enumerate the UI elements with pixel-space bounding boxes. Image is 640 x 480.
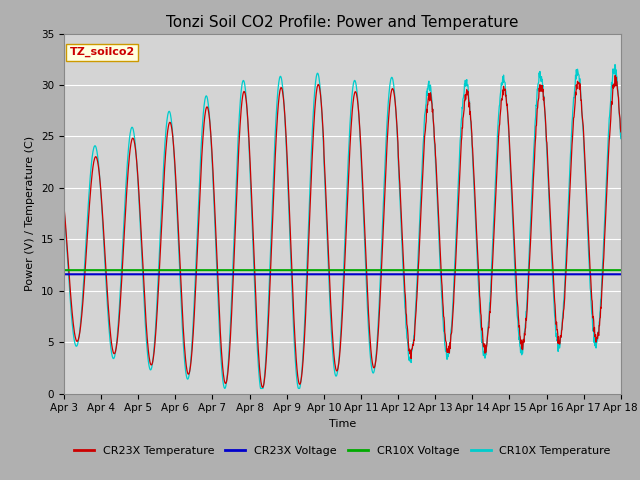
CR10X Temperature (502, 88, 509, 94)
CR10X Temperature (60, 205, 68, 211)
Text: TZ_soilco2: TZ_soilco2 (70, 47, 135, 58)
CR23X Temperature (551, 302, 559, 308)
CR10X Temperature (170, 155, 178, 161)
CR10X Temperature (611, 62, 619, 68)
CR23X Voltage (184, 271, 191, 277)
CR23X Voltage (60, 271, 68, 277)
CR23X Temperature (429, 115, 437, 121)
CR10X Temperature (246, 170, 254, 176)
CR10X Temperature (429, 116, 437, 121)
CR23X Voltage (170, 271, 178, 277)
CR23X Temperature (184, 371, 191, 376)
CR10X Voltage (246, 267, 254, 273)
CR10X Voltage (617, 267, 625, 273)
CR23X Voltage (429, 271, 436, 277)
CR10X Voltage (502, 267, 509, 273)
CR10X Temperature (184, 376, 191, 382)
CR10X Voltage (551, 267, 559, 273)
CR10X Voltage (429, 267, 436, 273)
Line: CR23X Temperature: CR23X Temperature (64, 75, 621, 387)
CR10X Voltage (170, 267, 178, 273)
CR23X Voltage (246, 271, 254, 277)
CR10X Temperature (257, 385, 264, 391)
CR23X Voltage (551, 271, 559, 277)
CR23X Temperature (611, 72, 619, 78)
CR23X Temperature (246, 159, 254, 165)
Legend: CR23X Temperature, CR23X Voltage, CR10X Voltage, CR10X Temperature: CR23X Temperature, CR23X Voltage, CR10X … (70, 441, 615, 460)
CR23X Temperature (170, 152, 178, 158)
Title: Tonzi Soil CO2 Profile: Power and Temperature: Tonzi Soil CO2 Profile: Power and Temper… (166, 15, 518, 30)
CR23X Temperature (259, 384, 266, 390)
CR23X Temperature (617, 129, 625, 135)
X-axis label: Time: Time (329, 419, 356, 429)
CR23X Voltage (617, 271, 625, 277)
CR10X Temperature (551, 316, 559, 322)
Line: CR10X Temperature: CR10X Temperature (64, 65, 621, 388)
CR10X Voltage (184, 267, 191, 273)
CR23X Temperature (502, 92, 509, 98)
CR10X Voltage (60, 267, 68, 273)
CR10X Temperature (617, 136, 625, 142)
CR23X Temperature (60, 204, 68, 209)
CR23X Voltage (502, 271, 509, 277)
Y-axis label: Power (V) / Temperature (C): Power (V) / Temperature (C) (26, 136, 35, 291)
